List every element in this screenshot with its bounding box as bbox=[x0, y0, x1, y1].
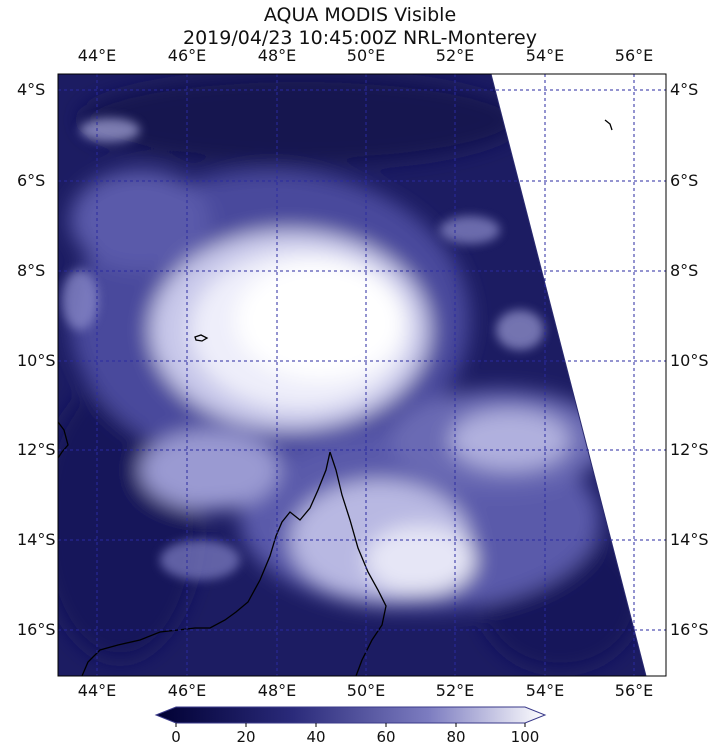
lon-label-top: 50°E bbox=[346, 46, 386, 65]
lat-label-left: 4°S bbox=[17, 80, 46, 99]
lon-label-bottom: 54°E bbox=[525, 681, 565, 700]
lon-label-top: 52°E bbox=[435, 46, 475, 65]
lon-label-top: 46°E bbox=[167, 46, 207, 65]
lon-label-bottom: 44°E bbox=[77, 681, 117, 700]
lat-label-right: 4°S bbox=[670, 80, 699, 99]
lat-label-left: 16°S bbox=[17, 620, 56, 639]
lat-label-left: 6°S bbox=[17, 171, 46, 190]
colorbar-tick-label: 20 bbox=[236, 728, 256, 746]
lon-label-bottom: 50°E bbox=[346, 681, 386, 700]
lon-label-bottom: 56°E bbox=[614, 681, 654, 700]
colorbar-tick-label: 0 bbox=[171, 728, 181, 746]
lat-label-right: 16°S bbox=[670, 620, 709, 639]
lon-label-bottom: 52°E bbox=[435, 681, 475, 700]
lat-label-right: 10°S bbox=[670, 351, 709, 370]
madagascar-west-coastline bbox=[81, 451, 331, 677]
lat-label-left: 14°S bbox=[17, 530, 56, 549]
lat-label-right: 14°S bbox=[670, 530, 709, 549]
lon-label-top: 48°E bbox=[257, 46, 297, 65]
plot-frame bbox=[57, 73, 667, 677]
title-line2: 2019/04/23 10:45:00Z NRL-Monterey bbox=[183, 27, 537, 49]
lat-label-right: 8°S bbox=[670, 261, 699, 280]
lon-label-top: 44°E bbox=[77, 46, 117, 65]
title-line1: AQUA MODIS Visible bbox=[263, 4, 457, 26]
lat-label-left: 8°S bbox=[17, 261, 46, 280]
lon-label-bottom: 48°E bbox=[257, 681, 297, 700]
colorbar-bar bbox=[154, 706, 547, 724]
colorbar-ticks bbox=[175, 723, 526, 727]
lat-label-left: 12°S bbox=[17, 440, 56, 459]
lon-label-bottom: 46°E bbox=[167, 681, 207, 700]
colorbar-tick-label: 60 bbox=[376, 728, 396, 746]
island-outline bbox=[194, 334, 209, 342]
africa-coastline bbox=[57, 421, 69, 459]
coastlines bbox=[57, 119, 613, 677]
colorbar bbox=[154, 706, 547, 727]
lat-label-right: 12°S bbox=[670, 440, 709, 459]
graticule bbox=[58, 74, 666, 676]
swath-edge bbox=[490, 73, 647, 677]
colorbar-tick-label: 80 bbox=[446, 728, 466, 746]
lon-label-top: 56°E bbox=[614, 46, 654, 65]
colorbar-tick-label: 100 bbox=[510, 728, 540, 746]
madagascar-coastline bbox=[329, 451, 387, 677]
island-outline bbox=[604, 119, 613, 131]
lat-label-right: 6°S bbox=[670, 171, 699, 190]
cloud-imagery bbox=[58, 74, 646, 676]
lat-label-left: 10°S bbox=[17, 351, 56, 370]
lon-label-top: 54°E bbox=[525, 46, 565, 65]
colorbar-tick-label: 40 bbox=[306, 728, 326, 746]
